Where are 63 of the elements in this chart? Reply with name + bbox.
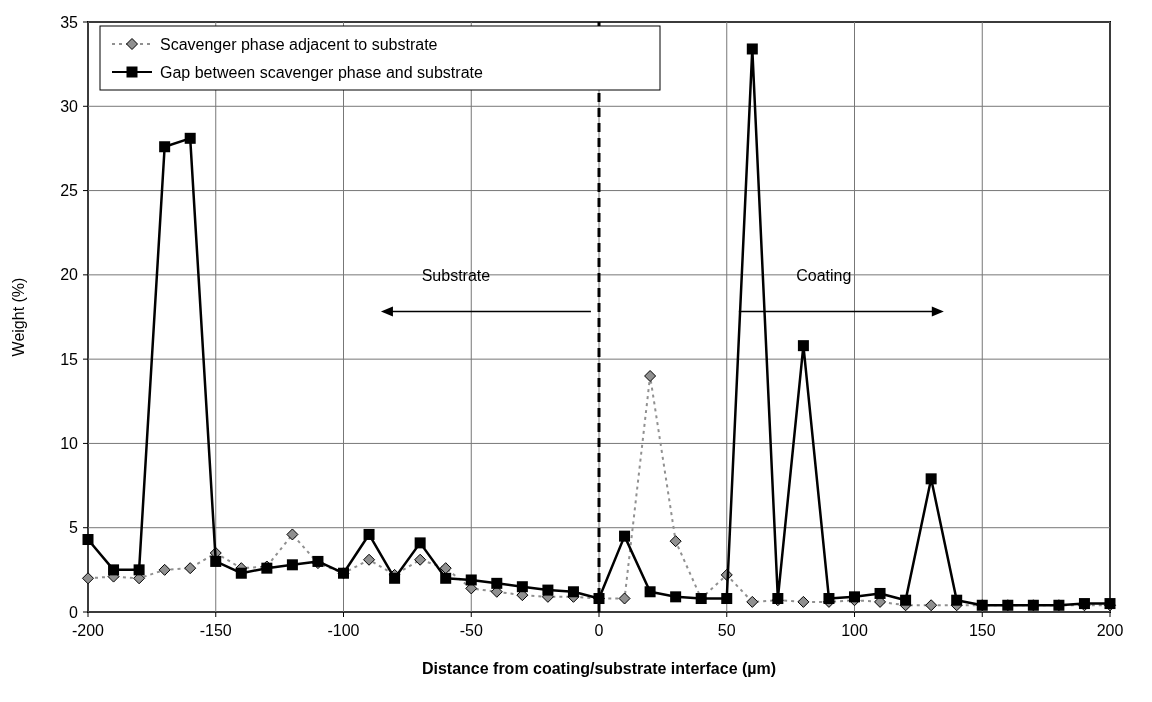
y-tick-label: 35	[60, 13, 79, 31]
point	[797, 340, 809, 352]
point	[644, 370, 657, 382]
point	[82, 534, 94, 546]
y-tick-label: 10	[60, 435, 79, 453]
point	[440, 572, 452, 584]
x-axis-title: Distance from coating/substrate interface (µm)	[421, 660, 777, 677]
y-tick-label: 15	[60, 350, 79, 368]
point	[644, 586, 656, 598]
point	[746, 595, 759, 608]
point	[797, 595, 810, 608]
point	[184, 562, 197, 575]
annotation: Substrate	[421, 267, 491, 285]
x-tick-label: 100	[841, 622, 868, 639]
x-tick-label: 150	[968, 622, 996, 639]
legend-label: Gap between scavenger phase and substrate	[160, 63, 483, 81]
x-tick-label: -50	[459, 622, 483, 639]
x-tick-label: 0	[594, 622, 604, 639]
point	[951, 594, 963, 606]
annotation: Coating	[796, 267, 852, 285]
point	[491, 577, 503, 589]
point	[82, 572, 94, 585]
x-tick-label: 50	[717, 622, 736, 639]
y-tick-label: 5	[69, 519, 79, 537]
y-tick-label: 30	[60, 97, 79, 115]
point	[874, 587, 886, 599]
point	[210, 555, 222, 567]
y-tick-label: 0	[69, 603, 79, 621]
point	[746, 43, 758, 55]
x-tick-label: -150	[199, 622, 232, 639]
point	[925, 599, 938, 612]
legend-label: Scavenger phase adjacent to substrate	[160, 35, 438, 53]
point	[925, 473, 937, 485]
point	[670, 591, 682, 603]
point	[721, 593, 733, 605]
point	[363, 528, 375, 540]
point	[900, 594, 912, 606]
x-tick-label: -200	[71, 622, 105, 639]
point	[133, 564, 145, 576]
x-tick-label: -100	[327, 622, 360, 639]
point	[516, 581, 528, 593]
point	[108, 564, 120, 576]
point	[363, 553, 376, 566]
point	[159, 141, 171, 153]
point	[465, 574, 477, 586]
y-axis-title: Weight (%)	[10, 277, 27, 357]
point	[414, 537, 426, 549]
point	[286, 559, 298, 571]
point	[235, 567, 247, 579]
point	[849, 591, 860, 603]
point	[414, 553, 427, 566]
point	[184, 132, 196, 144]
point	[618, 592, 631, 605]
point	[158, 563, 171, 576]
point	[542, 584, 554, 596]
point	[567, 586, 579, 598]
x-tick-label: 200	[1096, 622, 1124, 639]
y-tick-label: 20	[60, 266, 79, 284]
point	[389, 572, 401, 584]
point	[286, 528, 299, 541]
point	[619, 530, 631, 542]
y-tick-label: 25	[60, 182, 79, 200]
point	[669, 535, 682, 548]
